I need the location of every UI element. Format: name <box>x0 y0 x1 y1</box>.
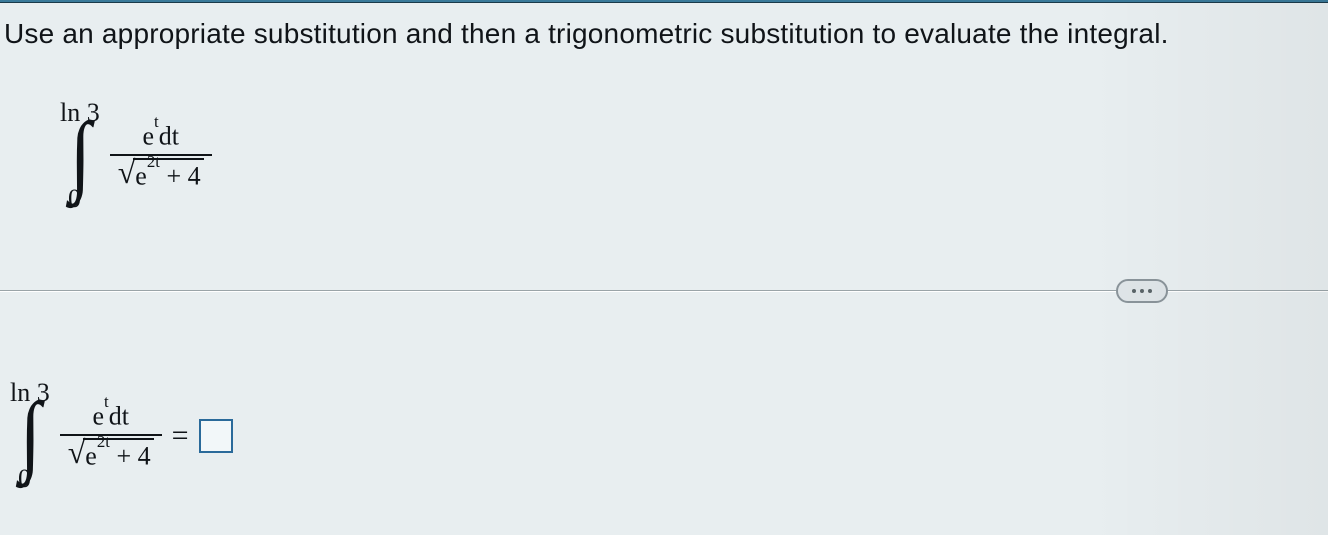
rad-base: e <box>85 442 97 471</box>
problem-prompt: Use an appropriate substitution and then… <box>4 18 1169 50</box>
num-diff: dt <box>109 402 129 431</box>
rad-exp: 2t <box>97 432 110 451</box>
sqrt-wrap: √ e2t + 4 <box>118 158 204 192</box>
fraction-numerator: etdt <box>134 118 186 154</box>
sqrt-arg: e2t + 4 <box>83 438 153 472</box>
sqrt-arg: e2t + 4 <box>133 158 203 192</box>
more-button[interactable] <box>1116 279 1168 303</box>
answer-input[interactable] <box>199 419 233 453</box>
fraction-denominator: √ e2t + 4 <box>110 156 212 194</box>
integral-sign: ∫ <box>69 128 90 182</box>
dot-icon <box>1148 289 1152 293</box>
dot-icon <box>1132 289 1136 293</box>
rad-plus: + 4 <box>110 442 151 471</box>
integral-display: ln 3 ∫ 0 etdt √ e2t + 4 <box>60 100 212 212</box>
num-diff: dt <box>159 122 179 151</box>
rad-base: e <box>135 162 147 191</box>
num-exp: t <box>154 112 159 131</box>
integral-sign: ∫ <box>19 408 40 462</box>
integral-answer-row: ln 3 ∫ 0 etdt √ e2t + 4 = <box>10 380 233 492</box>
integrand-fraction: etdt √ e2t + 4 <box>60 398 162 473</box>
num-base: e <box>142 122 154 151</box>
integral-symbol-group: ln 3 ∫ 0 <box>10 380 50 492</box>
sqrt-wrap: √ e2t + 4 <box>68 438 154 472</box>
rad-exp: 2t <box>147 152 160 171</box>
dot-icon <box>1140 289 1144 293</box>
integral-symbol-group: ln 3 ∫ 0 <box>60 100 100 212</box>
fraction-numerator: etdt <box>84 398 136 434</box>
integrand-fraction: etdt √ e2t + 4 <box>110 118 212 193</box>
section-divider <box>0 290 1328 292</box>
num-base: e <box>92 402 104 431</box>
top-border-dark <box>0 2 1328 3</box>
right-shade <box>1088 0 1328 535</box>
fraction-denominator: √ e2t + 4 <box>60 436 162 474</box>
num-exp: t <box>104 392 109 411</box>
rad-plus: + 4 <box>160 162 201 191</box>
equals-sign: = <box>172 419 189 453</box>
